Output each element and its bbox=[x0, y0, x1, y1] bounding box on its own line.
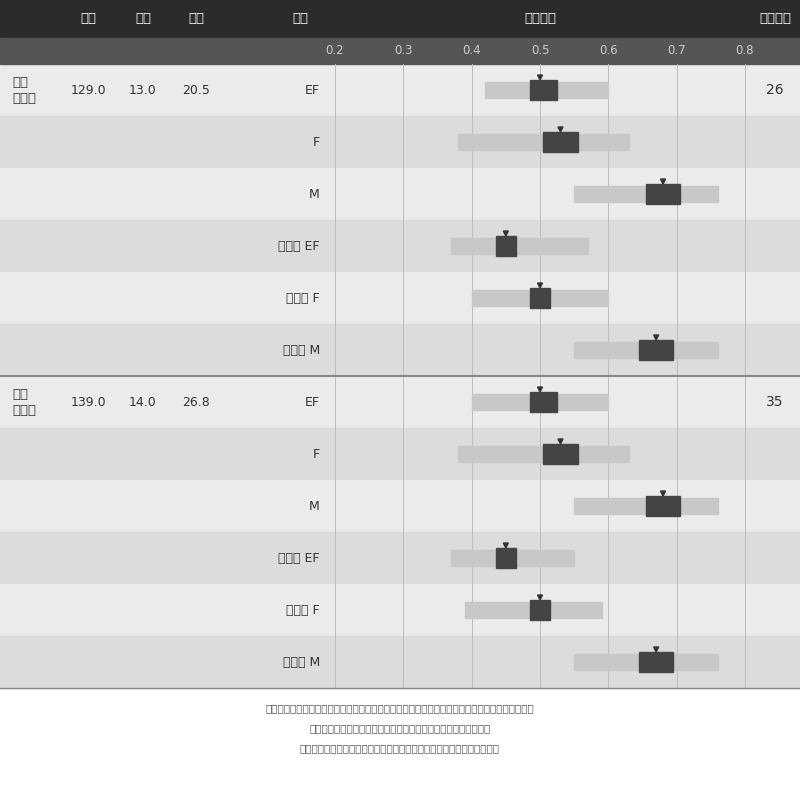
Text: 笔尖: 笔尖 bbox=[292, 13, 308, 26]
Text: 0.8: 0.8 bbox=[736, 45, 754, 58]
Text: 施密特 M: 施密特 M bbox=[282, 655, 320, 669]
Bar bbox=[574, 186, 718, 202]
Polygon shape bbox=[558, 127, 563, 132]
Text: F: F bbox=[313, 135, 320, 149]
Text: 直径: 直径 bbox=[135, 13, 151, 26]
Bar bbox=[472, 394, 608, 410]
Bar bbox=[530, 288, 550, 308]
Text: 施密特 F: 施密特 F bbox=[286, 291, 320, 305]
Text: M: M bbox=[310, 499, 320, 513]
Text: 长度: 长度 bbox=[80, 13, 96, 26]
Bar bbox=[639, 652, 674, 672]
Text: 金豪: 金豪 bbox=[12, 77, 28, 90]
Bar bbox=[0, 324, 800, 376]
Polygon shape bbox=[503, 543, 508, 548]
Text: 施密特 F: 施密特 F bbox=[286, 603, 320, 617]
Bar bbox=[530, 392, 557, 412]
Polygon shape bbox=[538, 595, 542, 600]
Bar bbox=[0, 0, 800, 38]
Text: 0.5: 0.5 bbox=[530, 45, 550, 58]
Text: 出水粗细同时取决于纸张、墨水、温度、力度等因素，并非一个固定值而是一个可大致量化的范围: 出水粗细同时取决于纸张、墨水、温度、力度等因素，并非一个固定值而是一个可大致量化… bbox=[266, 703, 534, 713]
Bar bbox=[574, 498, 718, 514]
Bar bbox=[0, 428, 800, 480]
Text: 笔尖尺寸: 笔尖尺寸 bbox=[759, 13, 791, 26]
Text: 0.2: 0.2 bbox=[326, 45, 344, 58]
Bar bbox=[0, 64, 800, 116]
Text: 大豆腐: 大豆腐 bbox=[12, 405, 36, 418]
Bar bbox=[458, 134, 629, 150]
Bar bbox=[0, 220, 800, 272]
Bar bbox=[486, 82, 608, 98]
Text: 施密特 EF: 施密特 EF bbox=[278, 551, 320, 565]
Polygon shape bbox=[538, 75, 542, 80]
Bar bbox=[646, 184, 680, 204]
Text: 35: 35 bbox=[766, 395, 784, 409]
Bar bbox=[639, 340, 674, 360]
Bar bbox=[543, 444, 578, 464]
Text: 施密特 M: 施密特 M bbox=[282, 343, 320, 357]
Bar bbox=[451, 550, 574, 566]
Bar bbox=[646, 496, 680, 516]
Text: 139.0: 139.0 bbox=[70, 395, 106, 409]
Bar bbox=[0, 38, 800, 64]
Polygon shape bbox=[654, 335, 658, 340]
Bar bbox=[472, 290, 608, 306]
Text: 0.4: 0.4 bbox=[462, 45, 481, 58]
Polygon shape bbox=[538, 283, 542, 288]
Bar bbox=[451, 238, 588, 254]
Text: 26.8: 26.8 bbox=[182, 395, 210, 409]
Bar bbox=[0, 116, 800, 168]
Text: EF: EF bbox=[305, 395, 320, 409]
Bar bbox=[0, 480, 800, 532]
Text: 14.0: 14.0 bbox=[129, 395, 157, 409]
Text: 20.5: 20.5 bbox=[182, 83, 210, 97]
Bar bbox=[495, 548, 516, 568]
Text: 26: 26 bbox=[766, 83, 784, 97]
Bar bbox=[530, 80, 557, 100]
Text: M: M bbox=[310, 187, 320, 201]
Polygon shape bbox=[503, 231, 508, 236]
Polygon shape bbox=[661, 491, 666, 496]
Bar bbox=[574, 654, 718, 670]
Bar bbox=[574, 342, 718, 358]
Text: 0.6: 0.6 bbox=[599, 45, 618, 58]
Text: EF: EF bbox=[305, 83, 320, 97]
Bar bbox=[530, 600, 550, 620]
Bar bbox=[0, 272, 800, 324]
Bar bbox=[0, 376, 800, 428]
Bar bbox=[0, 584, 800, 636]
Text: 重量: 重量 bbox=[188, 13, 204, 26]
Text: 长度、直径、重量因测量方法和产品批次间差异，可能有一定差异: 长度、直径、重量因测量方法和产品批次间差异，可能有一定差异 bbox=[310, 723, 490, 733]
Polygon shape bbox=[654, 647, 658, 652]
Bar bbox=[495, 236, 516, 256]
Text: 129.0: 129.0 bbox=[70, 83, 106, 97]
Text: 施密特 EF: 施密特 EF bbox=[278, 239, 320, 253]
Bar bbox=[465, 602, 602, 618]
Text: 0.3: 0.3 bbox=[394, 45, 413, 58]
Polygon shape bbox=[558, 439, 563, 444]
Bar bbox=[0, 636, 800, 688]
Polygon shape bbox=[661, 179, 666, 184]
Text: F: F bbox=[313, 447, 320, 461]
Polygon shape bbox=[538, 387, 542, 392]
Bar bbox=[0, 168, 800, 220]
Text: 本表格所列数据，仅为司机笔店在相同条件下进行的横向对比，仅供参考: 本表格所列数据，仅为司机笔店在相同条件下进行的横向对比，仅供参考 bbox=[300, 743, 500, 753]
Bar bbox=[458, 446, 629, 462]
Text: 0.7: 0.7 bbox=[667, 45, 686, 58]
Text: 小豆腐: 小豆腐 bbox=[12, 93, 36, 106]
Text: 金豪: 金豪 bbox=[12, 389, 28, 402]
Text: 13.0: 13.0 bbox=[129, 83, 157, 97]
Bar bbox=[0, 532, 800, 584]
Text: 出水粗细: 出水粗细 bbox=[524, 13, 556, 26]
Bar bbox=[543, 132, 578, 152]
